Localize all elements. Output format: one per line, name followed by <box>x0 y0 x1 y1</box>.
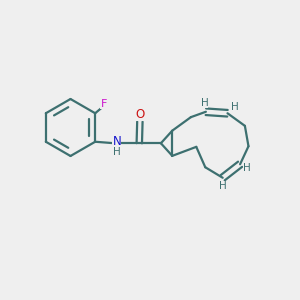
Text: H: H <box>243 163 250 173</box>
Text: H: H <box>200 98 208 108</box>
Text: N: N <box>112 135 121 148</box>
Text: H: H <box>113 147 121 157</box>
Text: O: O <box>135 108 145 121</box>
Text: H: H <box>231 102 239 112</box>
Text: H: H <box>219 181 226 191</box>
Text: F: F <box>100 99 107 109</box>
